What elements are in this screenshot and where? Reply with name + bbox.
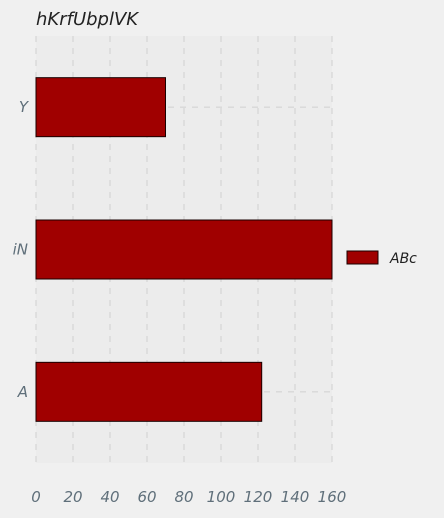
y-tick-label: iN: [13, 241, 28, 259]
x-tick-label: 60: [137, 488, 156, 506]
x-axis-ticks: 0 20 40 60 80 100 120 140 160: [31, 488, 346, 506]
legend-swatch: [346, 250, 379, 265]
x-tick-label: 100: [207, 488, 236, 506]
bars: [35, 77, 333, 422]
legend: ABc: [346, 250, 417, 267]
y-tick-label: A: [17, 383, 28, 401]
bar-A: [35, 361, 263, 422]
y-axis-ticks: YiN A: [13, 98, 30, 401]
y-tick-label: Y: [19, 98, 30, 116]
legend-label: ABc: [389, 251, 417, 267]
x-tick-label: 40: [100, 488, 119, 506]
x-tick-label: 140: [281, 488, 310, 506]
x-tick-label: 120: [244, 488, 273, 506]
bar-iN: [35, 219, 333, 280]
x-tick-label: 20: [63, 488, 82, 506]
x-tick-label: 160: [318, 488, 347, 506]
bar-Y: [35, 77, 166, 138]
x-tick-label: 80: [174, 488, 193, 506]
chart-title: hKrfUbplVK: [36, 9, 139, 30]
x-tick-label: 0: [31, 488, 41, 506]
